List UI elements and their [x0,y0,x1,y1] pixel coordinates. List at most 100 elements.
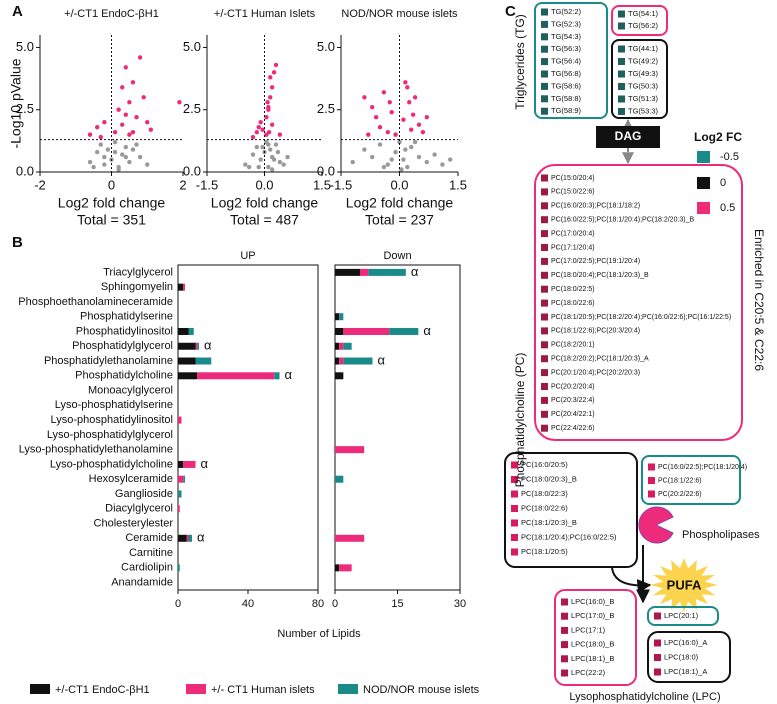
point [377,142,383,147]
bar-segment [335,342,340,350]
point [401,157,406,162]
bar-segment [183,460,196,468]
annotation: α [197,530,205,545]
plot-subtitle: Total = 487 [230,212,299,228]
category-label: Cardiolipin [121,562,173,574]
point [130,80,136,85]
lipid-swatch [511,519,518,527]
point [273,62,279,68]
bar-segment [183,283,185,291]
lipid-swatch [541,230,548,238]
lipid-name: TG(44:1) [628,44,659,53]
y-tick-label: 0.0 [16,163,34,178]
category-label: Hexosylceramide [89,473,173,485]
bar-segment [178,283,184,291]
point [389,157,394,162]
legend-swatch [186,684,206,694]
lipid-name: LPC(17:0)_B [571,611,614,620]
bar-segment [343,342,352,350]
legend-title: Log2 FC [694,130,742,144]
lipid-swatch [541,271,548,279]
lipid-swatch [541,95,548,103]
point [177,100,182,105]
bar-segment [188,327,194,335]
lipid-name: LPC(17:1) [571,625,606,634]
point [98,142,103,147]
x-tick-label: 1.5 [313,177,331,192]
point [116,167,121,172]
point [385,129,390,135]
point [264,115,269,120]
lipid-name: PC(15:0/22:6) [551,189,595,196]
lipid-swatch [511,548,518,556]
point [145,162,150,167]
annotation: α [285,367,293,382]
x-tick-label: 15 [391,598,403,610]
point [123,154,128,160]
category-label: Ceramide [125,532,173,544]
lipid-name: PC(16:0/20:3);PC(18:1/18:2) [551,203,640,210]
point [277,159,283,165]
point [116,107,121,112]
point [87,159,93,165]
plot-subtitle: Total = 237 [365,212,434,228]
point [268,95,273,100]
lipid-name: TG(58:8) [551,94,582,103]
y-tick-label: 5.0 [183,39,201,54]
lipid-name: PC(18:0/20:4);PC(18:1/20:3)_B [551,272,649,279]
y-axis-label: -Log10 pValue [8,58,24,148]
category-label: Triacylglycerol [103,266,173,278]
point [373,115,379,120]
category-label: Sphingomyelin [101,281,173,293]
lipid-name: PC(16:0/22:5);PC(18:1/20:4);PC(18:2/20:3… [551,217,695,224]
lipid-swatch [618,108,625,115]
y-tick-label: 2.5 [317,101,335,116]
lipid-swatch [511,461,518,469]
lipid-box [611,5,668,36]
point [370,105,375,110]
point [412,95,418,100]
lipid-name: PC(18:0/20:3)_B [521,474,577,483]
lipid-name: TG(54:3) [551,32,582,41]
pufa-burst [650,558,718,612]
point [281,162,286,167]
point [277,132,283,137]
point [401,117,406,122]
category-label: Lyso-phosphatidylglycerol [47,429,173,441]
legend-swatch [338,684,358,694]
x-tick-label: -2 [34,177,46,192]
plot-title: NOD/NOR mouse islets [341,8,458,20]
point [440,162,445,167]
point [123,65,128,70]
x-tick-label: 0 [175,598,181,610]
point [243,162,248,167]
lipid-swatch [654,668,661,676]
lipid-swatch [561,669,568,677]
lipid-swatch [541,383,548,390]
category-label: Cholesterylester [94,517,174,529]
lipid-name: TG(52:2) [551,7,582,16]
category-label: Phosphatidylserine [80,311,173,323]
lipid-swatch [541,33,548,41]
legend-swatch [30,684,50,694]
point [137,154,143,160]
annotation: α [378,352,386,367]
point [127,100,132,105]
bar-segment [186,534,189,542]
bar-segment [178,342,196,350]
point [120,152,125,157]
point [112,149,118,155]
point [366,132,371,137]
lipid-swatch [648,463,655,471]
point [381,90,387,95]
lipid-swatch [648,490,655,498]
bar-segment [368,268,406,276]
lipid-name: TG(51:3) [628,94,659,103]
lipid-name: PC(17:0/20:4) [551,230,595,237]
bar-segment [360,268,369,276]
dag-label: DAG [615,129,642,143]
lipid-name: TG(52:3) [551,19,582,28]
lipid-swatch [654,639,661,647]
lipid-name: TG(58:6) [551,81,582,90]
